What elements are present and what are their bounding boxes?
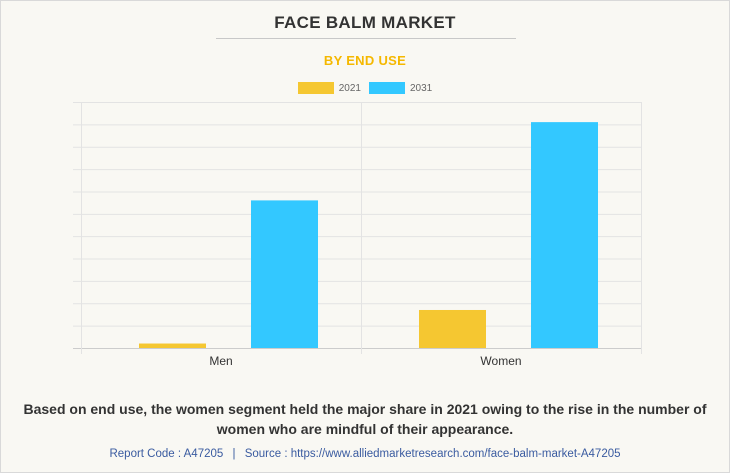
- bar-2031-women: [531, 122, 598, 348]
- legend-label-2021: 2021: [338, 82, 361, 94]
- legend-item-2021: 2021: [297, 82, 361, 94]
- source-separator: |: [232, 448, 236, 460]
- chart-legend: 2021 2031: [1, 82, 729, 94]
- report-code: Report Code : A47205: [109, 448, 224, 460]
- chart-caption: Based on end use, the women segment held…: [23, 401, 707, 437]
- bars: [139, 122, 598, 348]
- bar-2021-women: [419, 309, 486, 348]
- x-tick-label: Women: [480, 354, 521, 368]
- bar-2031-men: [251, 200, 318, 348]
- chart-subtitle: BY END USE: [323, 53, 407, 68]
- title-divider: [216, 38, 516, 39]
- source-text: Source : https://www.alliedmarketresearc…: [244, 448, 621, 460]
- legend-swatch-2021: [297, 82, 334, 94]
- chart-title: FACE BALM MARKET: [274, 13, 456, 32]
- bar-chart: Men Women: [73, 102, 642, 368]
- x-tick-label: Men: [209, 354, 232, 368]
- legend-item-2031: 2031: [369, 82, 432, 94]
- legend-swatch-2031: [369, 82, 405, 94]
- source-line: Report Code : A47205 | Source : https://…: [1, 448, 729, 460]
- legend-label-2031: 2031: [410, 82, 433, 94]
- x-axis: Men Women: [209, 354, 521, 368]
- bar-2021-men: [139, 343, 206, 348]
